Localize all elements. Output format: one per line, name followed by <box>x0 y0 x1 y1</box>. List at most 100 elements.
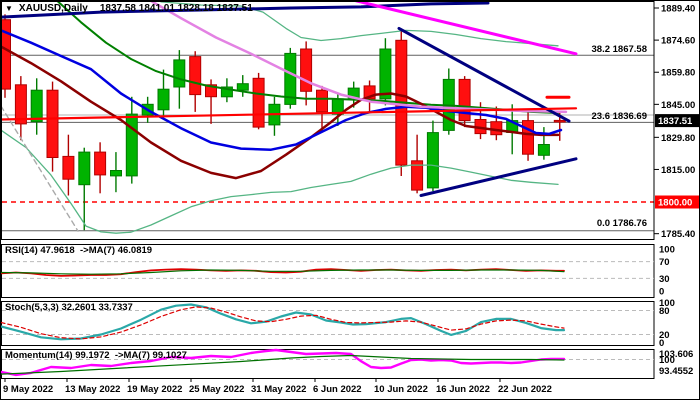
candle-21-Jun <box>490 106 503 141</box>
rsi-axis-label: 70 <box>659 257 670 268</box>
candle-body <box>220 86 233 98</box>
candle-body <box>110 170 122 177</box>
alert-price-box-text: 1800.00 <box>658 197 692 208</box>
candle-body <box>94 151 107 176</box>
candle-body <box>553 119 566 123</box>
candle-18-May <box>110 152 122 193</box>
stoch-signal-line <box>1 306 565 340</box>
time-axis-label: 19 May 2022 <box>127 384 182 395</box>
candle-1-Jun <box>268 96 281 136</box>
candle-body <box>490 121 503 136</box>
candle-body <box>379 48 392 100</box>
time-axis-label: 31 May 2022 <box>251 384 306 395</box>
candle-body <box>14 84 27 125</box>
candle-27-May <box>220 78 233 103</box>
rsi-panel-border <box>1 244 655 298</box>
momentum-axis-label: 100 <box>659 355 675 366</box>
time-axis-label: 22 Jun 2022 <box>498 384 552 395</box>
current-price-box <box>655 114 699 128</box>
time-axis-label: 16 Jun 2022 <box>436 384 490 395</box>
candle-15-Jun <box>426 120 439 192</box>
stoch-panel-label: Stoch(5,3,3) 32.2601 33.7337 <box>5 302 133 313</box>
rsi-panel-label: RSI(14) 47.9618 ->MA(7) 46.0819 <box>5 245 153 256</box>
price-axis-label: 1829.80 <box>661 133 695 144</box>
candle-body <box>78 151 91 186</box>
candle-6-Jun <box>316 85 328 133</box>
candle-13-May <box>62 134 75 196</box>
momentum-ma-line <box>1 354 565 375</box>
price-axis-label: 1874.60 <box>661 36 695 47</box>
candle-10-May <box>14 76 27 141</box>
blue-ma <box>1 29 563 151</box>
candle-body <box>30 89 43 123</box>
price-axis-label: 1815.00 <box>661 165 695 176</box>
stoch-axis-label: 0 <box>659 338 664 349</box>
main-chart-border <box>1 1 655 240</box>
candle-16-May <box>78 147 91 231</box>
candle-11-May <box>30 78 43 135</box>
rsi-ma-line <box>1 269 565 275</box>
current-price-box-text: 1837.51 <box>658 116 693 127</box>
candle-body <box>205 84 217 98</box>
magenta-trendline <box>354 1 578 56</box>
momentum-panel-label: Momentum(14) 99.1972 ->MA(7) 99.1027 <box>5 350 187 361</box>
time-axis-label: 6 Jun 2022 <box>313 384 362 395</box>
fib-label-0-0: 0.0 1786.76 <box>596 218 647 229</box>
candle-30-May <box>236 75 249 97</box>
candle-body <box>62 155 75 180</box>
candle-17-Jun <box>458 76 471 128</box>
candle-body <box>252 77 265 128</box>
stoch-axis-label: 20 <box>659 330 670 341</box>
candle-body <box>189 56 202 96</box>
candle-body <box>300 48 313 92</box>
candle-body <box>125 113 138 177</box>
rsi-axis-label: 100 <box>659 245 675 256</box>
candle-body <box>363 85 376 100</box>
fib-label-38-2: 38.2 1867.58 <box>591 44 647 55</box>
candle-9-May <box>1 14 11 98</box>
candle-16-Jun <box>442 68 455 135</box>
title-ohlc-values: 1837.58 1841.01 1828.18 1837.51 <box>99 3 253 14</box>
symbol-period-label: XAUUSD,Daily <box>18 3 88 14</box>
price-axis-label: 1845.00 <box>661 100 695 111</box>
candle-body <box>458 78 471 122</box>
navy-descending-trendline <box>397 26 571 123</box>
time-axis-label: 13 May 2022 <box>65 384 120 395</box>
time-axis-label: 9 May 2022 <box>3 384 53 395</box>
bollinger-lower <box>1 129 559 234</box>
time-axis[interactable] <box>1 379 654 400</box>
candle-17-May <box>94 142 107 194</box>
green-slow-ma <box>55 1 559 114</box>
red-resistance-line <box>1 107 578 121</box>
momentum-line <box>1 348 566 377</box>
navy-ascending-trendline <box>419 157 578 197</box>
candle-body <box>157 88 170 111</box>
stoch-axis-label: 100 <box>659 298 675 309</box>
rsi-axis-label: 0 <box>659 287 664 298</box>
candle-12-May <box>46 81 59 172</box>
stoch-main-line <box>1 303 566 341</box>
fib-label-23-6: 23.6 1836.69 <box>591 111 647 122</box>
price-axis-label: 1785.40 <box>661 229 695 240</box>
time-axis-label: 10 Jun 2022 <box>374 384 428 395</box>
chart-title: ▼ XAUUSD,Daily 1837.58 1841.01 1828.18 1… <box>5 3 253 14</box>
candle-body <box>411 160 424 191</box>
time-axis-label: 25 May 2022 <box>189 384 244 395</box>
candle-body <box>46 89 59 158</box>
symbol-dropdown-icon[interactable]: ▼ <box>5 3 13 13</box>
candle-31-May <box>252 72 265 130</box>
candle-24-Jun <box>537 127 550 160</box>
candle-body <box>316 89 328 113</box>
candle-body <box>522 120 534 155</box>
alert-price-box <box>655 195 699 209</box>
stoch-axis-label: 80 <box>659 306 670 317</box>
navy-top-trendline <box>1 1 490 19</box>
candle-body <box>173 59 186 88</box>
candle-2-Jun <box>284 47 297 109</box>
candle-body <box>537 144 550 156</box>
candle-14-Jun <box>411 134 424 194</box>
candle-25-May <box>189 51 202 112</box>
momentum-axis-label: 93.4552 <box>659 366 693 377</box>
